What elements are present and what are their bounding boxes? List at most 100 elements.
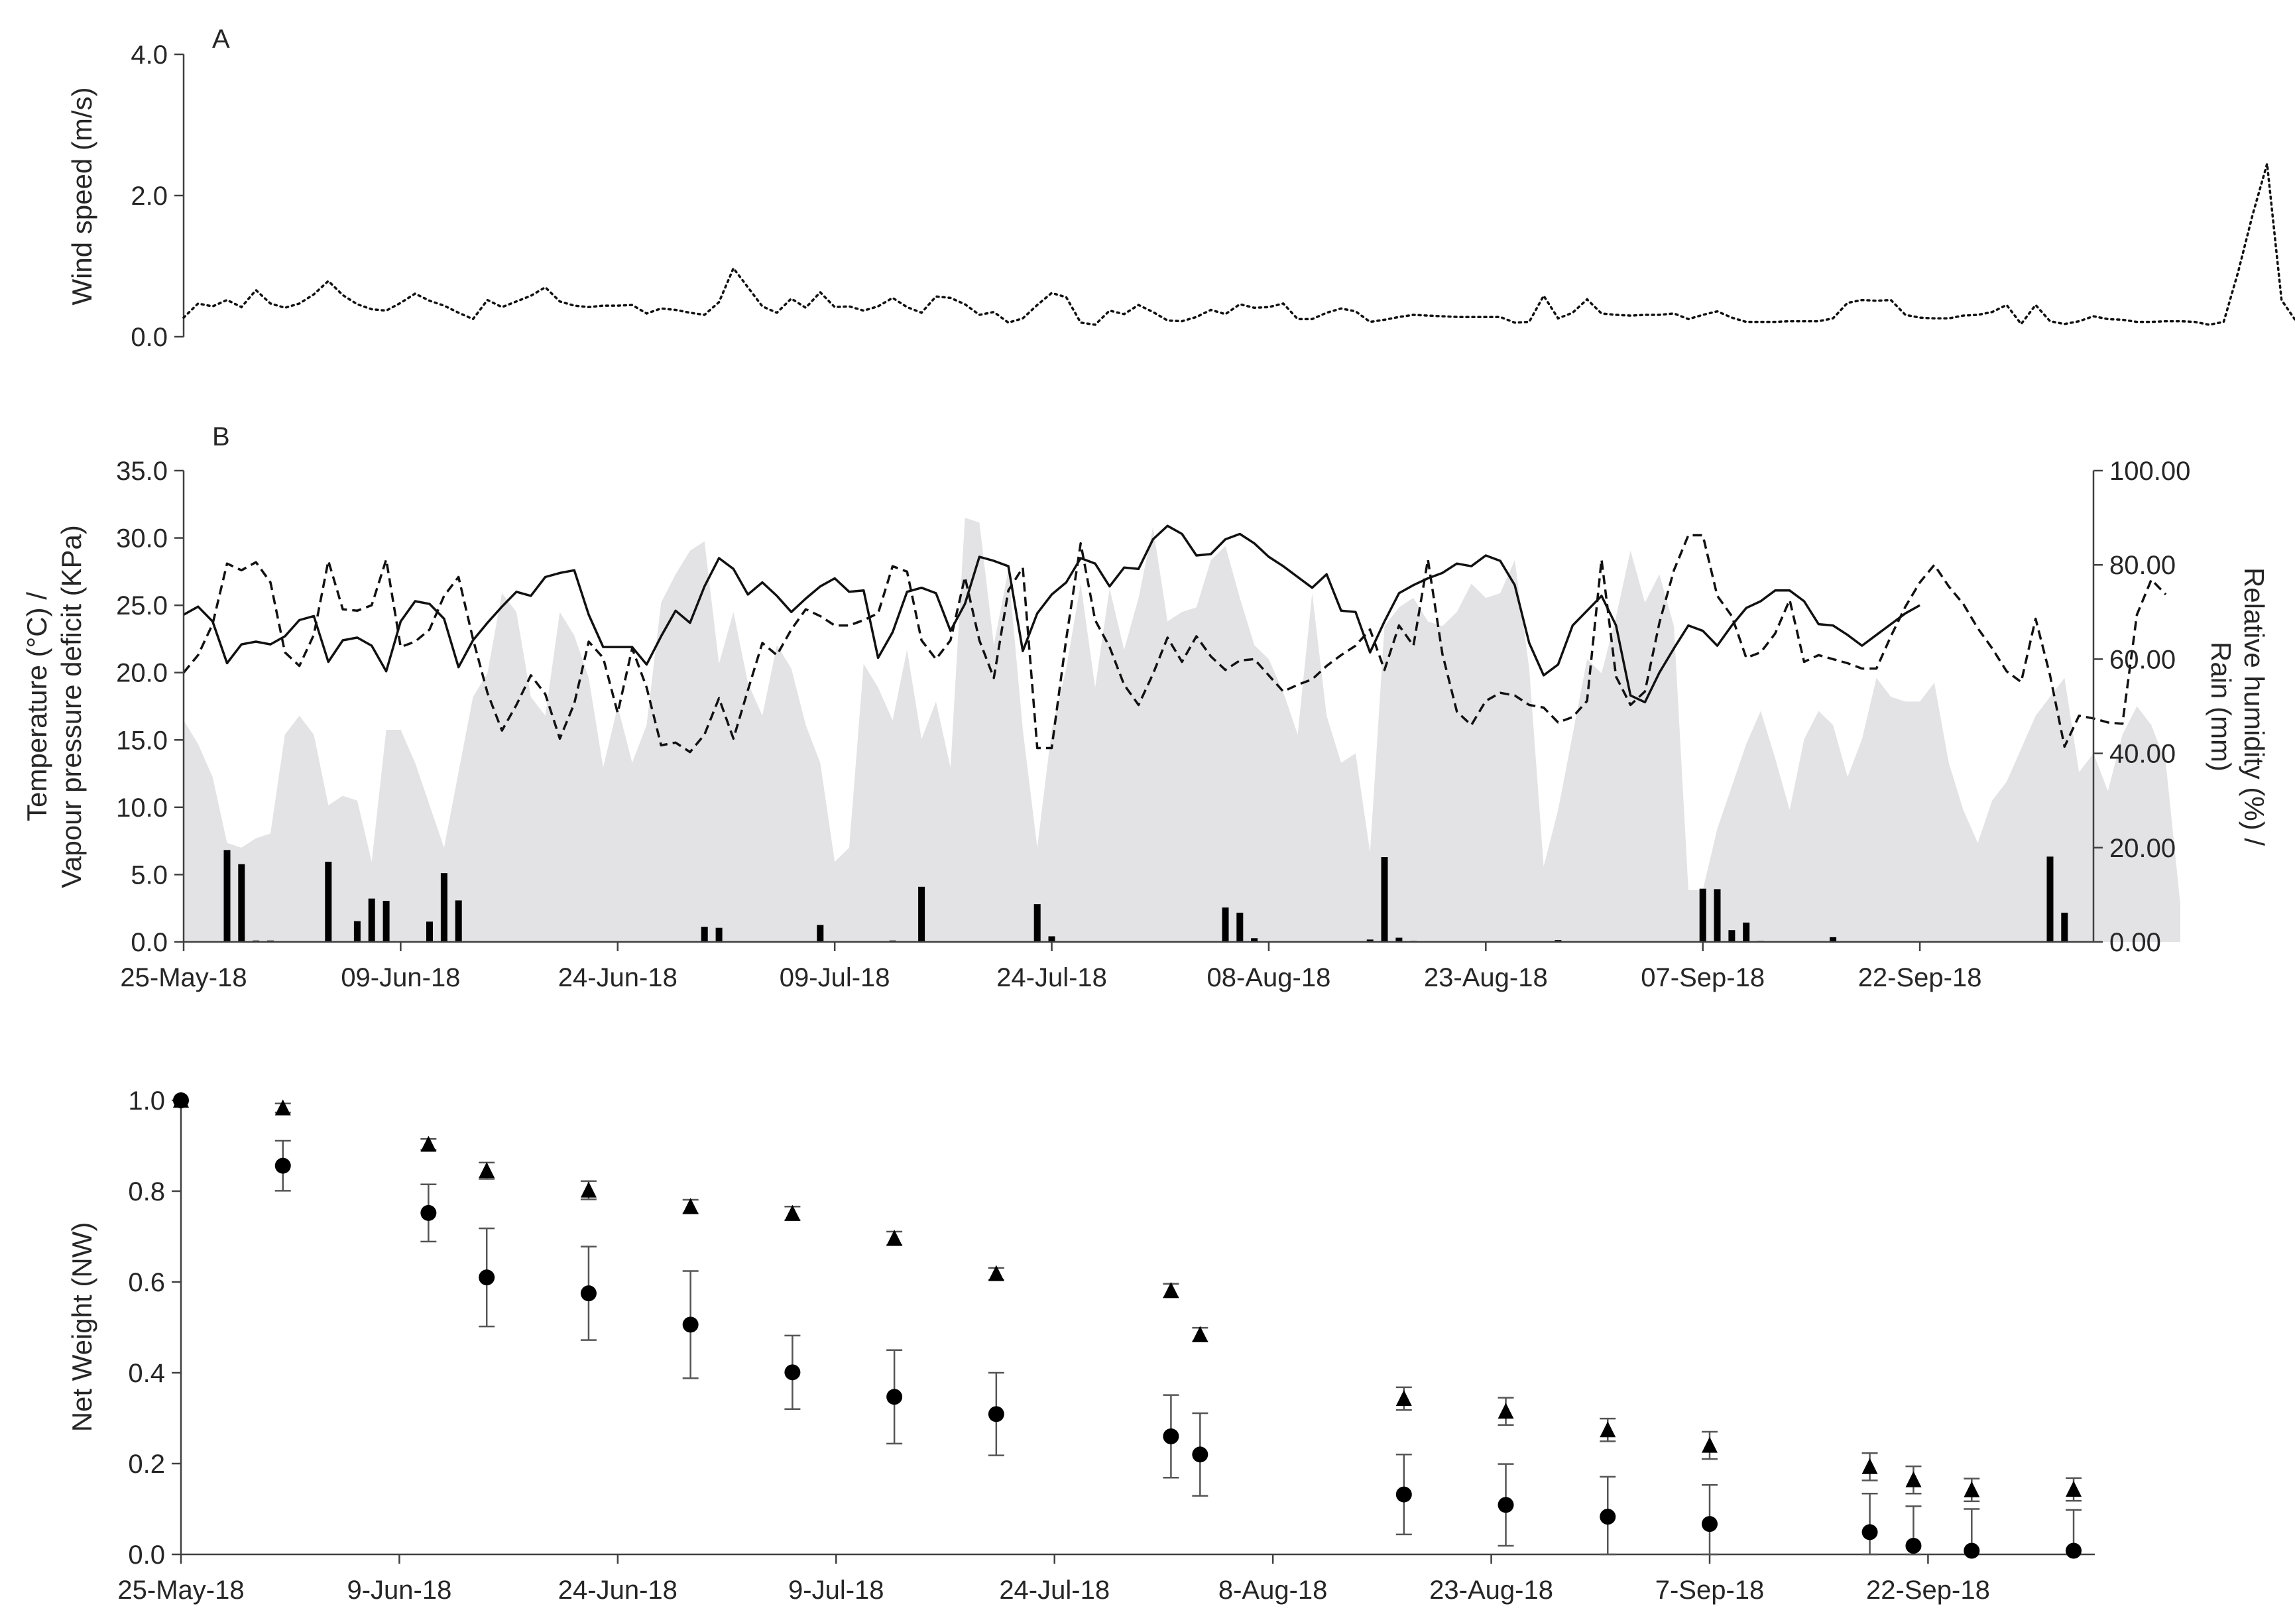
panel-b-humidity-area <box>184 518 2180 942</box>
panel-c-circle-marker <box>1395 1486 1412 1503</box>
panel-b-rain-bar <box>701 927 708 942</box>
panel-a-y-tick-label: 2.0 <box>131 182 168 211</box>
panel-c-triangle-marker <box>784 1204 801 1221</box>
panel-c-circle-marker <box>2066 1542 2082 1559</box>
panel-c-triangle-marker <box>2066 1481 2082 1497</box>
panel-c-circle-marker <box>1498 1497 1514 1513</box>
panel-c-circle-marker <box>1192 1446 1208 1463</box>
panel-b-rain-bar <box>1366 939 1374 942</box>
panel-b-rain-bar <box>426 921 433 942</box>
panel-c-x-tick-label: 7-Sep-18 <box>1655 1576 1765 1605</box>
panel-b-rain-bar <box>1555 940 1562 942</box>
panel-b-rain-bar <box>353 921 361 942</box>
panel-c-triangle-marker <box>1905 1471 1922 1487</box>
panel-b-rain-bar <box>238 864 245 942</box>
panel-b-x-tick-label: 24-Jun-18 <box>558 963 677 992</box>
panel-a-y-tick-label: 0.0 <box>131 323 168 352</box>
panel-b-left-tick-label: 35.0 <box>116 457 168 486</box>
panel-c-triangle-marker <box>580 1181 597 1198</box>
panel-b-label: B <box>212 422 230 451</box>
panel-b-left-tick-label: 15.0 <box>116 726 168 755</box>
panel-b-rain-bar <box>2046 856 2054 942</box>
panel-c-x-tick-label: 24-Jul-18 <box>999 1576 1110 1605</box>
panel-c-circle-marker <box>173 1092 189 1108</box>
panel-b-rain-bar <box>817 925 824 942</box>
panel-c-circle-marker <box>274 1157 291 1174</box>
panel-b-right-tick-label: 0.00 <box>2109 928 2161 957</box>
panel-b-left-tick-label: 25.0 <box>116 591 168 620</box>
panel-b-rain-bar <box>1222 907 1229 942</box>
panel-c-y-tick-label: 0.2 <box>128 1450 165 1479</box>
panel-c-circle-marker <box>479 1269 495 1286</box>
panel-c-y-tick-label: 0.8 <box>128 1177 165 1206</box>
panel-c-triangle-marker <box>1192 1326 1208 1342</box>
panel-b-rain-bar <box>440 873 447 942</box>
panel-c-y-tick-label: 0.4 <box>128 1359 165 1388</box>
panel-c-triangle-marker <box>1701 1436 1718 1453</box>
panel-b-right-tick-label: 60.00 <box>2109 645 2176 674</box>
panel-b-x-tick-label: 24-Jul-18 <box>996 963 1107 992</box>
panel-b-rain-bar <box>1048 936 1055 942</box>
panel-b-x-tick-label: 25-May-18 <box>120 963 247 992</box>
panel-c-y-label: Net Weight (NW) <box>66 1222 97 1432</box>
panel-c-triangle-marker <box>1163 1282 1179 1299</box>
panel-c-triangle-marker <box>1861 1458 1878 1474</box>
panel-b-left-tick-label: 30.0 <box>116 524 168 553</box>
panel-b-x-tick-label: 09-Jun-18 <box>341 963 460 992</box>
panel-b-rain-bar <box>918 886 925 942</box>
panel-c-circle-error-bar <box>1861 1492 1878 1556</box>
panel-b-right-tick-label: 20.00 <box>2109 834 2176 863</box>
panel-c-triangle-marker <box>1395 1390 1412 1407</box>
panel-b-rain-bar <box>1743 922 1750 942</box>
panel-b-rain-bar <box>715 927 723 942</box>
panel-c-triangle-marker <box>274 1099 291 1116</box>
panel-b-rain-bar <box>455 900 462 942</box>
panel-b-left-tick-label: 0.0 <box>131 928 168 957</box>
panel-b-left-tick-label: 5.0 <box>131 860 168 890</box>
panel-c-circle-marker <box>988 1406 1004 1422</box>
panel-b-right-tick-label: 80.00 <box>2109 551 2176 580</box>
panel-c-triangle-marker <box>988 1265 1004 1281</box>
panel-b-x-tick-label: 07-Sep-18 <box>1641 963 1765 992</box>
panel-c-triangle-marker <box>1600 1421 1616 1438</box>
panel-c-circle-marker <box>1964 1542 1980 1559</box>
panel-b-right-y-label-line1: Relative humidity (%) / <box>2239 567 2270 846</box>
panel-c-triangle-marker <box>1498 1403 1514 1419</box>
panel-c-triangle-marker <box>479 1162 495 1179</box>
panel-b-rain-bar <box>1395 937 1403 942</box>
panel-b-right-tick-label: 100.00 <box>2109 457 2190 486</box>
panel-b-x-tick-label: 09-Jul-18 <box>780 963 890 992</box>
panel-c-circle-marker <box>1905 1537 1922 1554</box>
panel-b-left-y-label-line2: Vapour pressure deficit (KPa) <box>56 525 87 888</box>
panel-c-x-tick-label: 24-Jun-18 <box>558 1576 677 1605</box>
panel-c-x-tick-label: 9-Jul-18 <box>788 1576 884 1605</box>
panel-c-y-tick-label: 0.6 <box>128 1268 165 1297</box>
panel-b-left-y-label-line1: Temperature (°C) / <box>21 592 52 821</box>
panel-a-y-label: Wind speed (m/s) <box>66 87 97 305</box>
panel-b-x-tick-label: 22-Sep-18 <box>1858 963 1982 992</box>
panel-b-right-y-label-line2: Rain (mm) <box>2206 642 2237 772</box>
panel-b-rain-bar <box>382 901 390 942</box>
panel-b-rain-bar <box>1033 904 1041 942</box>
panel-b-rain-bar <box>223 850 231 942</box>
panel-c-circle-marker <box>1861 1524 1878 1540</box>
panel-c-x-tick-label: 22-Sep-18 <box>1866 1576 1990 1605</box>
panel-c-circle-marker <box>1701 1516 1718 1533</box>
panel-a-label: A <box>212 25 230 54</box>
panel-c-circle-marker <box>886 1389 903 1405</box>
panel-b-rain-bar <box>1714 889 1721 942</box>
panel-c-triangle-marker <box>1964 1481 1980 1497</box>
panel-a-y-tick-label: 4.0 <box>131 40 168 70</box>
panel-c-x-tick-label: 25-May-18 <box>117 1576 244 1605</box>
panel-b-series-vpd <box>182 534 2167 754</box>
panel-c-x-tick-label: 8-Aug-18 <box>1218 1576 1328 1605</box>
panel-a-wind-speed: A Wind speed (m/s) 0.0 2.0 4.0 <box>66 25 2295 352</box>
panel-b-rain-bar <box>2061 912 2068 942</box>
panel-b-rain-bar <box>1236 912 1244 942</box>
panel-b-rain-bar <box>325 862 332 942</box>
panel-b-x-tick-label: 08-Aug-18 <box>1207 963 1331 992</box>
panel-c-y-tick-label: 1.0 <box>128 1086 165 1116</box>
panel-b-rain-bar <box>1699 888 1706 942</box>
panel-b-rain-bar <box>1381 857 1388 942</box>
